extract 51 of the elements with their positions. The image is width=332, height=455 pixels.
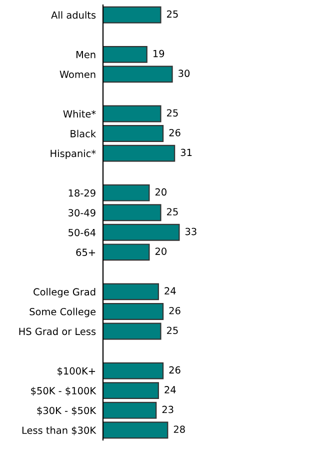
y-tick-label: $50K - $100K <box>31 386 96 396</box>
y-tick-label: 30-49 <box>68 209 96 216</box>
bar <box>103 46 148 63</box>
bar <box>103 204 162 222</box>
data-label: 25 <box>166 109 178 117</box>
data-label: 20 <box>155 188 166 196</box>
bar <box>103 224 180 241</box>
y-tick-label: Black <box>70 130 96 138</box>
data-label: 25 <box>166 208 178 216</box>
bar <box>103 125 164 142</box>
bar <box>103 303 164 320</box>
data-label: 25 <box>166 10 178 18</box>
bar <box>103 422 168 439</box>
y-tick-label: College Grad <box>34 288 96 298</box>
y-tick-label: White* <box>63 110 96 118</box>
data-label: 26 <box>169 306 180 314</box>
data-label: 24 <box>164 287 176 294</box>
y-tick-label: Men <box>76 51 96 58</box>
data-label: 20 <box>155 248 166 255</box>
bar <box>103 244 150 261</box>
bar <box>103 6 162 24</box>
data-label: 33 <box>185 228 196 236</box>
data-label: 30 <box>178 70 190 78</box>
data-label: 31 <box>180 148 192 156</box>
y-tick-label: Less than $30K <box>22 426 96 436</box>
data-label: 26 <box>169 366 180 374</box>
data-label: 19 <box>153 50 164 58</box>
bar <box>103 283 159 300</box>
bar <box>103 66 173 83</box>
y-tick-label: Some College <box>30 308 96 318</box>
y-tick-label: 18-29 <box>68 189 96 197</box>
bar <box>103 184 150 202</box>
data-label: 23 <box>162 406 174 414</box>
y-tick-label: $30K - $50K <box>37 406 96 416</box>
data-label: 28 <box>174 426 185 433</box>
y-tick-label: 65+ <box>76 248 96 256</box>
data-label: 25 <box>166 326 178 334</box>
y-tick-label: Women <box>60 70 96 78</box>
y-tick-label: HS Grad or Less <box>19 328 96 336</box>
y-tick-label: All adults <box>51 11 96 19</box>
bar <box>103 144 176 162</box>
y-tick-label: $100K+ <box>58 367 96 376</box>
bar <box>103 402 157 419</box>
data-label: 26 <box>169 128 180 136</box>
y-tick-label: 50-64 <box>68 228 96 236</box>
bar <box>103 382 159 400</box>
data-label: 24 <box>164 386 176 394</box>
y-tick-label: Hispanic* <box>50 150 96 160</box>
bar <box>103 322 162 340</box>
bar <box>103 105 162 122</box>
bar <box>103 362 164 380</box>
